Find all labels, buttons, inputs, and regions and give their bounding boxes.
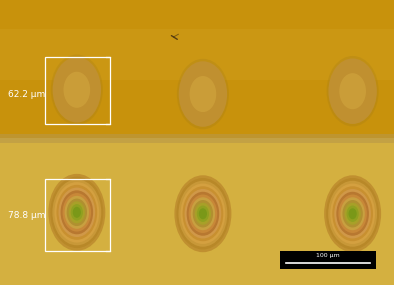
Ellipse shape	[324, 175, 381, 252]
Bar	[280, 251, 376, 269]
Ellipse shape	[340, 197, 365, 230]
Ellipse shape	[197, 205, 209, 222]
Bar	[0, 28, 394, 80]
Ellipse shape	[199, 208, 207, 219]
Ellipse shape	[349, 208, 357, 219]
Ellipse shape	[58, 188, 95, 237]
Ellipse shape	[52, 179, 101, 245]
Ellipse shape	[351, 211, 355, 217]
Ellipse shape	[190, 76, 216, 112]
Ellipse shape	[336, 192, 369, 236]
Ellipse shape	[184, 189, 221, 239]
Ellipse shape	[344, 203, 361, 225]
Bar	[0, 138, 394, 285]
Ellipse shape	[182, 186, 223, 241]
Ellipse shape	[53, 57, 101, 123]
Ellipse shape	[67, 199, 87, 226]
Ellipse shape	[180, 184, 225, 244]
Ellipse shape	[342, 200, 363, 227]
Ellipse shape	[74, 208, 80, 217]
Ellipse shape	[75, 209, 79, 215]
Ellipse shape	[175, 175, 231, 252]
Ellipse shape	[328, 181, 377, 247]
Ellipse shape	[178, 181, 227, 247]
Ellipse shape	[191, 197, 215, 230]
Ellipse shape	[187, 192, 219, 236]
Bar	[0, 0, 394, 138]
Ellipse shape	[63, 193, 91, 231]
Ellipse shape	[71, 204, 83, 221]
Ellipse shape	[193, 200, 213, 227]
Ellipse shape	[189, 194, 217, 233]
Ellipse shape	[330, 184, 375, 244]
Ellipse shape	[346, 205, 359, 222]
Text: 78.8 μm: 78.8 μm	[8, 211, 45, 220]
Ellipse shape	[65, 196, 89, 229]
Ellipse shape	[51, 54, 103, 125]
Ellipse shape	[54, 182, 99, 243]
Ellipse shape	[63, 72, 90, 108]
Bar	[45, 179, 110, 251]
Ellipse shape	[179, 61, 227, 127]
Bar	[0, 134, 394, 142]
Ellipse shape	[200, 209, 206, 218]
Bar	[45, 57, 110, 124]
Ellipse shape	[334, 189, 371, 239]
Ellipse shape	[177, 59, 229, 129]
Ellipse shape	[69, 201, 85, 223]
Ellipse shape	[326, 178, 379, 249]
Ellipse shape	[61, 190, 93, 234]
Ellipse shape	[332, 186, 373, 241]
Text: 100 μm: 100 μm	[316, 253, 340, 258]
Ellipse shape	[195, 203, 211, 225]
Ellipse shape	[327, 56, 379, 127]
Text: 62.2 μm: 62.2 μm	[8, 90, 45, 99]
Ellipse shape	[56, 185, 97, 240]
Ellipse shape	[177, 178, 229, 249]
Ellipse shape	[339, 73, 366, 109]
Ellipse shape	[48, 174, 105, 251]
Ellipse shape	[201, 211, 205, 217]
Ellipse shape	[338, 194, 367, 233]
Ellipse shape	[73, 207, 81, 218]
Ellipse shape	[329, 58, 377, 124]
Ellipse shape	[50, 177, 103, 248]
Ellipse shape	[349, 209, 356, 218]
